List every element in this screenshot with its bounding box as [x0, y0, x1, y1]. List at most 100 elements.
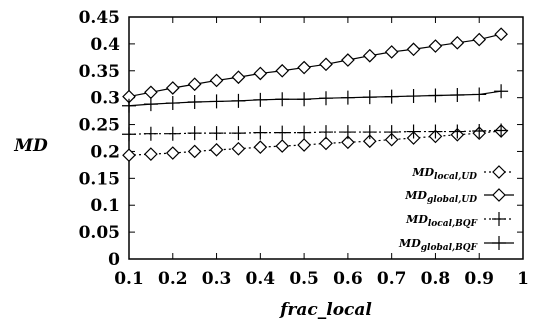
data-point [384, 89, 399, 104]
x-axis-title: frac_local [279, 300, 372, 320]
data-point [253, 92, 268, 107]
legend-label-sub: global,BQF [421, 243, 478, 253]
series-line [128, 129, 502, 135]
y-tick-labels: 0 0.05 0.1 0.15 0.2 0.25 0.3 0.35 0.4 0.45 [79, 8, 121, 270]
y-tick-label: 0.2 [90, 142, 120, 162]
data-point [319, 125, 333, 140]
x-tick-label: 0.7 [377, 269, 407, 289]
data-point [275, 63, 290, 78]
series-4 [122, 84, 509, 113]
data-point [122, 148, 136, 163]
series-line [128, 90, 502, 107]
series-1 [122, 124, 508, 163]
data-point [450, 124, 465, 139]
series-line [128, 130, 502, 156]
data-point [362, 125, 377, 140]
y-tick-label: 0.15 [79, 169, 120, 189]
data-point [319, 57, 333, 72]
data-point [450, 87, 465, 102]
series-line [128, 33, 502, 98]
legend-label: MDlocal,BQF [405, 213, 477, 229]
data-point [187, 94, 202, 109]
y-tick-label: 0.3 [90, 89, 120, 109]
x-tick-label: 0.5 [289, 269, 319, 289]
legend-marker [492, 236, 506, 250]
legend-label-main: MD [398, 237, 421, 250]
data-point [209, 73, 224, 88]
x-tick-label: 0.4 [246, 269, 276, 289]
legend-marker [492, 165, 506, 179]
data-point [319, 136, 333, 151]
data-point [297, 92, 312, 107]
data-point [143, 97, 158, 112]
legend: MDlocal,UDMDglobal,UDMDlocal,BQFMDglobal… [398, 165, 514, 253]
data-point [187, 126, 202, 141]
x-tick-label: 0.2 [158, 269, 188, 289]
data-point [144, 85, 158, 100]
y-tick-label: 0.35 [79, 62, 120, 82]
data-point [297, 60, 311, 75]
data-point [275, 125, 290, 140]
data-point [275, 92, 290, 107]
legend-item-3: MDlocal,BQF [405, 212, 514, 229]
data-point [494, 123, 509, 138]
x-tick-label: 0.6 [333, 269, 363, 289]
series-layer [122, 27, 509, 163]
data-point [341, 53, 355, 67]
data-point [253, 125, 268, 140]
x-tick-label: 0.1 [114, 269, 144, 289]
data-point [384, 45, 399, 59]
data-point [428, 124, 443, 139]
x-tick-label: 0.9 [464, 269, 494, 289]
data-point [319, 91, 333, 106]
data-point [144, 147, 158, 161]
data-point [428, 88, 443, 103]
data-point [187, 144, 202, 159]
data-point [231, 93, 246, 108]
series-3 [122, 123, 509, 142]
data-point [472, 32, 487, 47]
y-tick-label: 0.25 [79, 116, 120, 136]
data-point [297, 125, 312, 140]
series-2 [122, 27, 508, 104]
data-point [384, 125, 399, 140]
legend-item-1: MDlocal,UD [411, 165, 514, 182]
y-tick-label: 0.05 [79, 223, 120, 243]
data-point [231, 126, 246, 141]
y-tick-label: 0.45 [79, 8, 120, 28]
data-point [472, 87, 487, 102]
data-point [231, 70, 246, 85]
legend-label-sub: global,UD [427, 195, 477, 205]
data-point [472, 124, 487, 139]
x-tick-labels: 0.1 0.2 0.3 0.4 0.5 0.6 0.7 0.8 0.9 1 [114, 269, 529, 289]
legend-marker [492, 188, 506, 202]
y-tick-label: 0 [108, 250, 120, 270]
x-tick-label: 0.8 [421, 269, 451, 289]
legend-label-main: MD [411, 166, 434, 179]
data-point [406, 89, 421, 104]
legend-item-4: MDglobal,BQF [398, 236, 514, 253]
data-point [122, 98, 136, 113]
data-point [187, 77, 202, 92]
legend-label-sub: local,BQF [428, 219, 478, 229]
data-point [165, 96, 180, 111]
data-point [253, 140, 268, 154]
data-point [143, 126, 158, 141]
data-point [384, 132, 399, 147]
data-point [165, 81, 180, 95]
data-point [450, 35, 465, 50]
data-point [494, 27, 508, 42]
legend-label-main: MD [405, 213, 428, 226]
data-point [340, 90, 355, 105]
y-tick-label: 0.4 [90, 35, 120, 55]
data-point [253, 66, 268, 81]
data-point [362, 134, 377, 149]
axis-ticks [128, 16, 524, 260]
legend-item-2: MDglobal,UD [404, 188, 514, 205]
data-point [362, 48, 377, 63]
data-point [165, 146, 180, 160]
data-point [494, 84, 509, 99]
data-point [406, 42, 421, 57]
y-axis-title: MD [13, 136, 48, 156]
data-point [275, 139, 290, 153]
